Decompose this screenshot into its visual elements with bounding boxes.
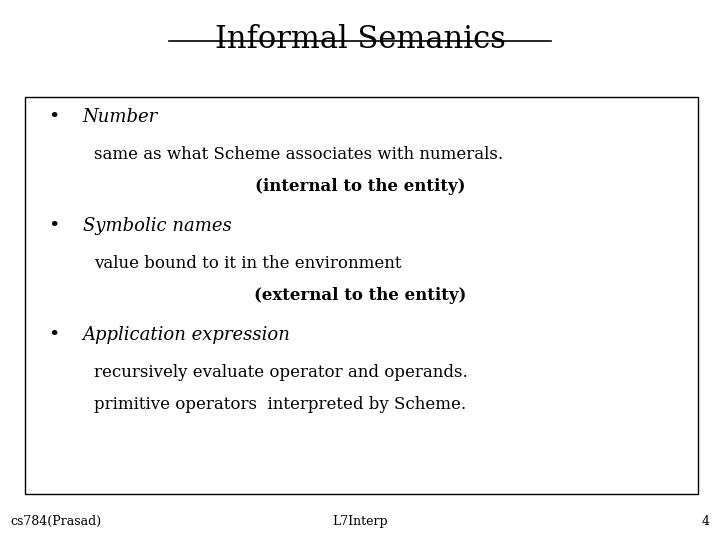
Text: 4: 4 <box>701 515 709 528</box>
Text: •: • <box>48 108 60 126</box>
Text: (internal to the entity): (internal to the entity) <box>255 178 465 195</box>
Text: Application expression: Application expression <box>83 326 291 344</box>
Text: same as what Scheme associates with numerals.: same as what Scheme associates with nume… <box>94 146 503 163</box>
Text: Symbolic names: Symbolic names <box>83 217 232 235</box>
Text: Informal Semanics: Informal Semanics <box>215 24 505 55</box>
Text: Number: Number <box>83 108 158 126</box>
Text: •: • <box>48 326 60 344</box>
Text: cs784(Prasad): cs784(Prasad) <box>11 515 102 528</box>
Text: •: • <box>48 217 60 235</box>
Text: primitive operators  interpreted by Scheme.: primitive operators interpreted by Schem… <box>94 396 466 413</box>
FancyBboxPatch shape <box>25 97 698 494</box>
Text: value bound to it in the environment: value bound to it in the environment <box>94 255 401 272</box>
Text: (external to the entity): (external to the entity) <box>254 287 466 304</box>
Text: L7Interp: L7Interp <box>332 515 388 528</box>
Text: recursively evaluate operator and operands.: recursively evaluate operator and operan… <box>94 364 467 381</box>
